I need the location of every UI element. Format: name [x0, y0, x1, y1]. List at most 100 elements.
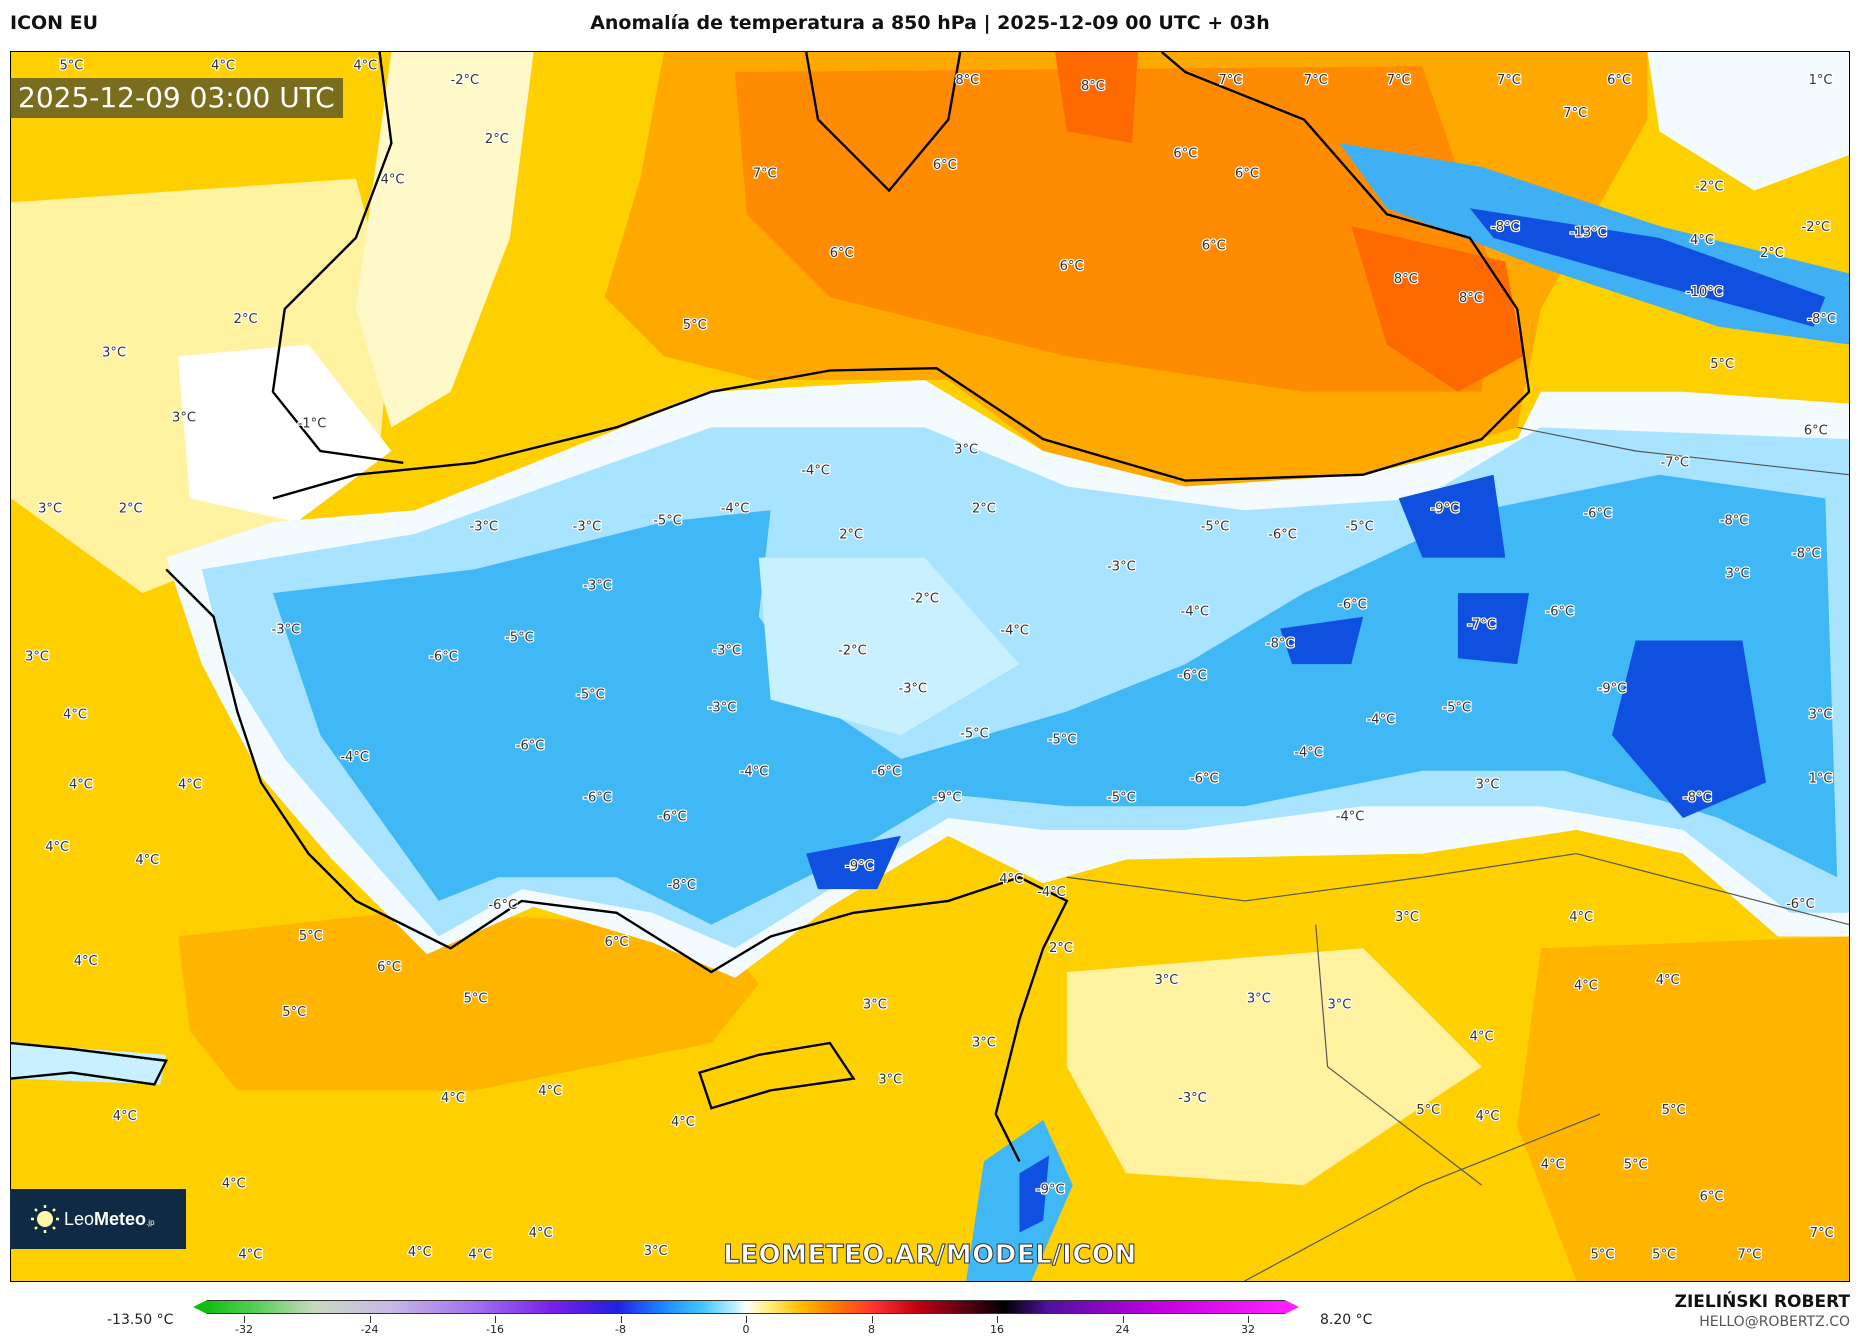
- contour-label: 8°C: [1459, 291, 1483, 306]
- leometeo-logo[interactable]: LeoMeteo.jp: [10, 1189, 186, 1249]
- contour-label: 4°C: [468, 1248, 492, 1263]
- contour-label: 4°C: [238, 1248, 262, 1263]
- colorbar-min-label: -13.50 °C: [107, 1312, 174, 1328]
- central-anatolia-mild: [758, 557, 1020, 736]
- contour-label: -5°C: [1107, 790, 1136, 805]
- map-canvas: 5°C 4°C 4°C -2°C 8°C 8°C 7°C 7°C 7°C 7°C 6°C 1°C 2°C…: [11, 52, 1849, 1281]
- colorbar-max-label: 8.20 °C: [1320, 1312, 1373, 1328]
- contour-label: 8°C: [1394, 272, 1418, 287]
- contour-label: 7°C: [753, 167, 777, 182]
- contour-label: 4°C: [63, 708, 87, 723]
- contour-label: -10°C: [1686, 285, 1723, 300]
- contour-label: 4°C: [135, 853, 159, 868]
- contour-label: 1°C: [1809, 73, 1833, 88]
- contour-label: 3°C: [1395, 910, 1419, 925]
- contour-label: -6°C: [1338, 597, 1367, 612]
- contour-label: 6°C: [605, 935, 629, 950]
- contour-label: -2°C: [910, 592, 939, 607]
- contour-label: -6°C: [658, 809, 687, 824]
- contour-label: -8°C: [1792, 547, 1821, 562]
- contour-label: 5°C: [1591, 1248, 1615, 1263]
- contour-label: 5°C: [1710, 357, 1734, 372]
- contour-label: 7°C: [1387, 73, 1411, 88]
- contour-label: 3°C: [25, 650, 49, 665]
- contour-label: -5°C: [1048, 732, 1077, 747]
- contour-label: 4°C: [178, 777, 202, 792]
- contour-label: -4°C: [740, 764, 769, 779]
- contour-labels: 5°C 4°C 4°C -2°C 8°C 8°C 7°C 7°C 7°C 7°C 6°C 1°C 2°C…: [24, 58, 1837, 1264]
- contour-label: 4°C: [671, 1115, 695, 1130]
- contour-label: -3°C: [583, 579, 612, 594]
- contour-label: -5°C: [576, 687, 605, 702]
- contour-label: 3°C: [1247, 992, 1271, 1007]
- contour-label: 8°C: [1081, 79, 1105, 94]
- valid-time-label: 2025-12-09 03:00 UTC: [10, 78, 343, 118]
- contour-label: 2°C: [1760, 246, 1784, 261]
- contour-label: 4°C: [408, 1245, 432, 1260]
- contour-label: 7°C: [1738, 1248, 1762, 1263]
- levant-coldest: [1019, 1155, 1050, 1233]
- contour-label: -2°C: [451, 73, 480, 88]
- contour-label: 4°C: [1690, 233, 1714, 248]
- contour-label: 4°C: [999, 872, 1023, 887]
- contour-label: -13°C: [1570, 226, 1607, 241]
- contour-label: -5°C: [653, 513, 682, 528]
- colorbar-tick-label: 8: [868, 1323, 875, 1336]
- contour-label: 4°C: [211, 59, 235, 74]
- author-email: HELLO@ROBERTZ.CO: [1699, 1314, 1850, 1330]
- contour-label: 5°C: [683, 318, 707, 333]
- contour-label: 7°C: [1304, 73, 1328, 88]
- contour-label: 4°C: [381, 172, 405, 187]
- contour-label: 2°C: [1049, 941, 1073, 956]
- contour-label: 2°C: [972, 502, 996, 517]
- contour-label: 6°C: [830, 246, 854, 261]
- syria-light: [1066, 948, 1482, 1186]
- contour-label: -6°C: [1178, 669, 1207, 684]
- contour-label: 6°C: [1804, 423, 1828, 438]
- contour-label: 4°C: [1470, 1030, 1494, 1045]
- contour-label: 1°C: [1809, 772, 1833, 787]
- contour-label: 6°C: [1060, 259, 1084, 274]
- contour-label: -3°C: [272, 622, 301, 637]
- colorbar-gradient: [207, 1300, 1285, 1314]
- contour-label: 6°C: [1173, 146, 1197, 161]
- contour-label: 4°C: [538, 1084, 562, 1099]
- colorbar-tick-label: 32: [1241, 1323, 1255, 1336]
- contour-label: -4°C: [1000, 624, 1029, 639]
- contour-label: 7°C: [1218, 73, 1242, 88]
- colorbar-tick-label: -8: [615, 1323, 626, 1336]
- contour-label: -6°C: [583, 790, 612, 805]
- contour-label: -4°C: [721, 502, 750, 517]
- author-name: ZIELIŃSKI ROBERT: [1674, 1292, 1850, 1312]
- contour-label: -4°C: [1336, 809, 1365, 824]
- colorbar-tick: [871, 1316, 873, 1323]
- contour-label: 3°C: [102, 345, 126, 360]
- contour-label: 6°C: [1202, 239, 1226, 254]
- logo-text: LeoMeteo.jp: [64, 1208, 155, 1229]
- contour-label: 8°C: [955, 73, 979, 88]
- colorbar-tick-label: 0: [742, 1323, 750, 1336]
- contour-label: 3°C: [1809, 708, 1833, 723]
- contour-label: -3°C: [470, 519, 499, 534]
- contour-label: -3°C: [712, 644, 741, 659]
- contour-label: -8°C: [1683, 790, 1712, 805]
- author-credit: ZIELIŃSKI ROBERT HELLO@ROBERTZ.CO: [1675, 1292, 1850, 1331]
- light-warm-strip: [355, 52, 534, 428]
- contour-label: -8°C: [1720, 513, 1749, 528]
- colorbar-tick: [1248, 1316, 1249, 1323]
- contour-label: 5°C: [1624, 1158, 1648, 1173]
- colorbar-tick-label: -16: [486, 1323, 504, 1336]
- contour-label: 3°C: [1154, 973, 1178, 988]
- contour-label: -5°C: [1442, 700, 1471, 715]
- neutral-area: [178, 344, 392, 523]
- contour-label: -3°C: [1107, 560, 1136, 575]
- contour-label: -6°C: [872, 764, 901, 779]
- contour-label: -4°C: [1367, 712, 1396, 727]
- contour-label: -6°C: [1546, 605, 1575, 620]
- contour-label: -6°C: [1268, 528, 1297, 543]
- borders: [1066, 426, 1849, 1281]
- contour-label: -2°C: [1695, 180, 1724, 195]
- contour-label: 3°C: [1327, 998, 1351, 1013]
- contour-label: -4°C: [340, 750, 369, 765]
- contour-label: -5°C: [505, 631, 534, 646]
